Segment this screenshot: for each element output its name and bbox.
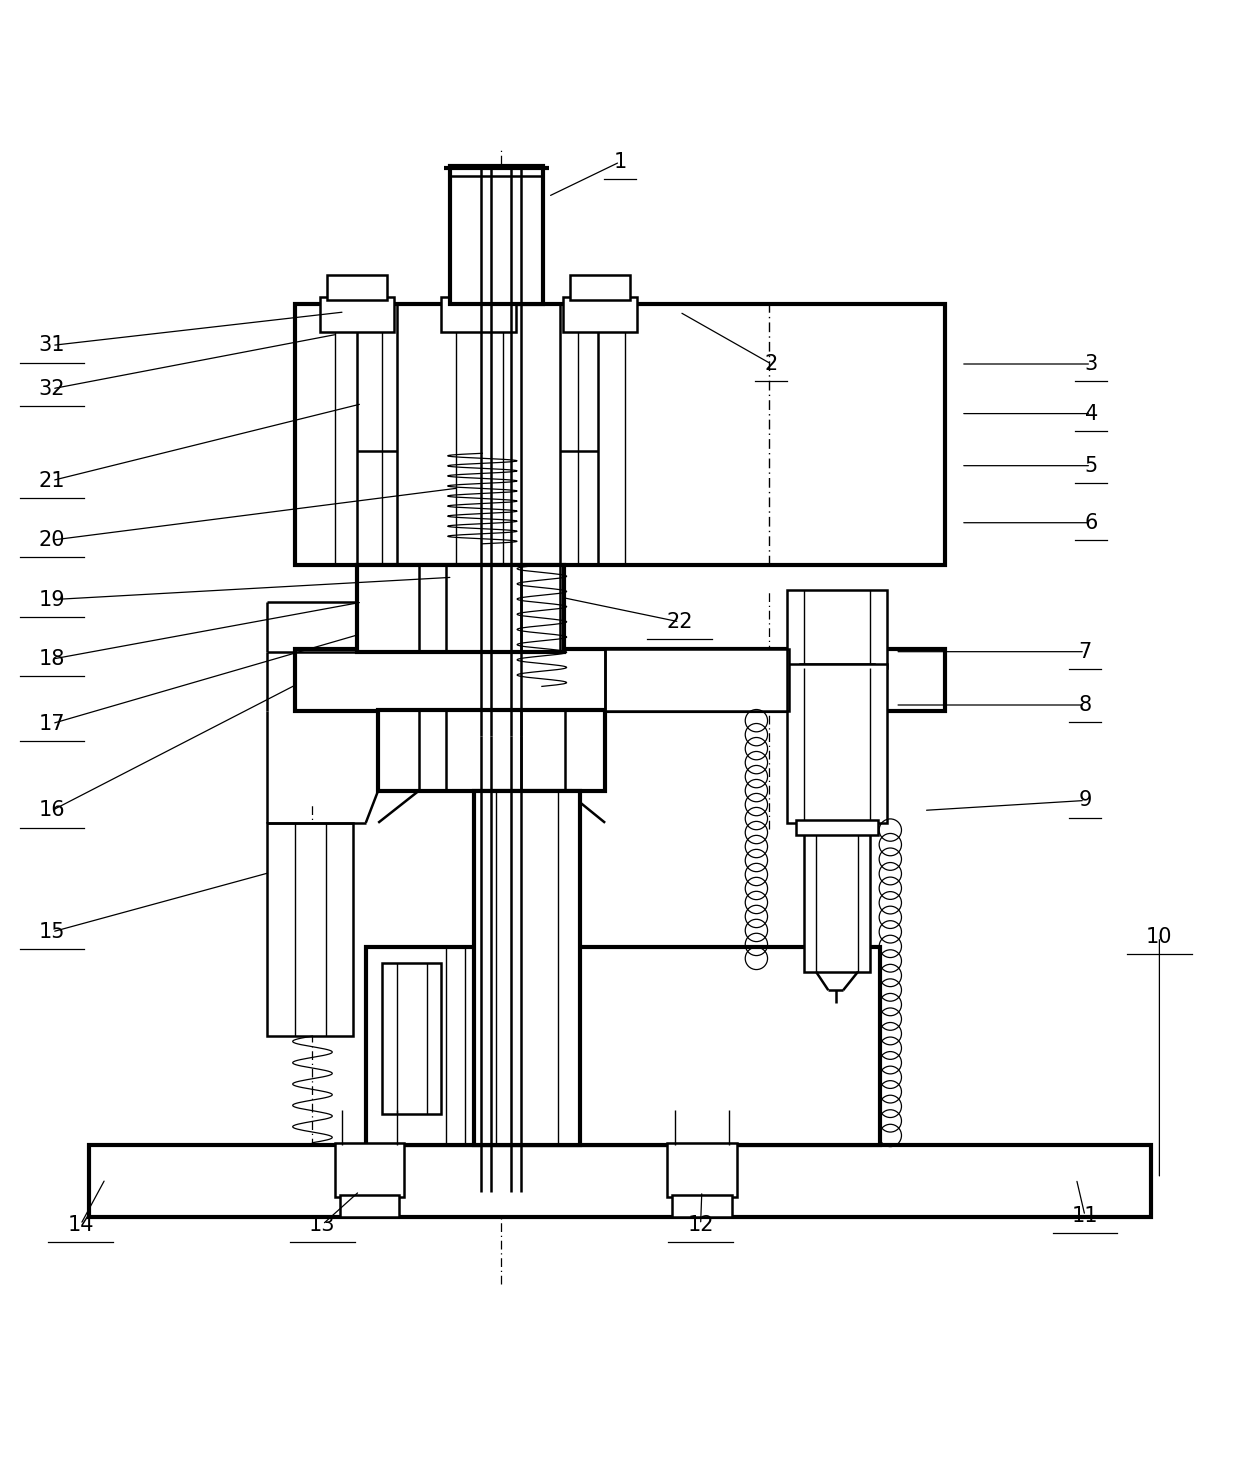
- Text: 8: 8: [1079, 695, 1091, 715]
- Text: 12: 12: [687, 1214, 714, 1235]
- Text: 5: 5: [1085, 456, 1097, 475]
- Bar: [796, 820, 878, 835]
- Text: 22: 22: [666, 612, 693, 631]
- Bar: [570, 275, 630, 299]
- Bar: [382, 963, 441, 1114]
- Bar: [787, 590, 887, 668]
- Text: 2: 2: [765, 353, 777, 374]
- Bar: [441, 297, 516, 331]
- Bar: [800, 664, 874, 686]
- Text: 21: 21: [38, 471, 66, 490]
- Text: 17: 17: [38, 714, 66, 733]
- Bar: [366, 946, 880, 1145]
- Bar: [450, 165, 543, 305]
- Bar: [672, 1195, 732, 1217]
- Text: 18: 18: [38, 649, 66, 670]
- Text: 14: 14: [67, 1214, 94, 1235]
- Bar: [295, 649, 945, 711]
- Text: 7: 7: [1079, 642, 1091, 662]
- Bar: [267, 823, 353, 1036]
- Text: 4: 4: [1085, 403, 1097, 424]
- Bar: [518, 708, 565, 739]
- Text: 15: 15: [38, 921, 66, 942]
- Bar: [605, 649, 789, 711]
- Text: 31: 31: [38, 336, 66, 355]
- Bar: [474, 790, 580, 1145]
- Text: 6: 6: [1085, 512, 1097, 533]
- Bar: [327, 275, 387, 299]
- Text: 19: 19: [38, 590, 66, 609]
- Bar: [335, 1142, 404, 1197]
- Bar: [295, 305, 945, 565]
- Bar: [89, 1145, 1151, 1217]
- Text: 10: 10: [1146, 927, 1173, 946]
- Text: 9: 9: [1079, 790, 1091, 811]
- Bar: [563, 297, 637, 331]
- Text: 32: 32: [38, 378, 66, 399]
- Bar: [449, 275, 508, 299]
- Text: 16: 16: [38, 801, 66, 820]
- Bar: [787, 664, 887, 823]
- Bar: [434, 708, 484, 736]
- Bar: [378, 710, 605, 790]
- Text: 1: 1: [614, 152, 626, 172]
- Bar: [667, 1142, 737, 1197]
- Bar: [320, 297, 394, 331]
- Text: 3: 3: [1085, 353, 1097, 374]
- Text: 13: 13: [309, 1214, 336, 1235]
- Bar: [804, 668, 870, 972]
- Bar: [357, 565, 564, 652]
- Text: 11: 11: [1071, 1206, 1099, 1226]
- Bar: [340, 1195, 399, 1217]
- Text: 20: 20: [38, 530, 66, 551]
